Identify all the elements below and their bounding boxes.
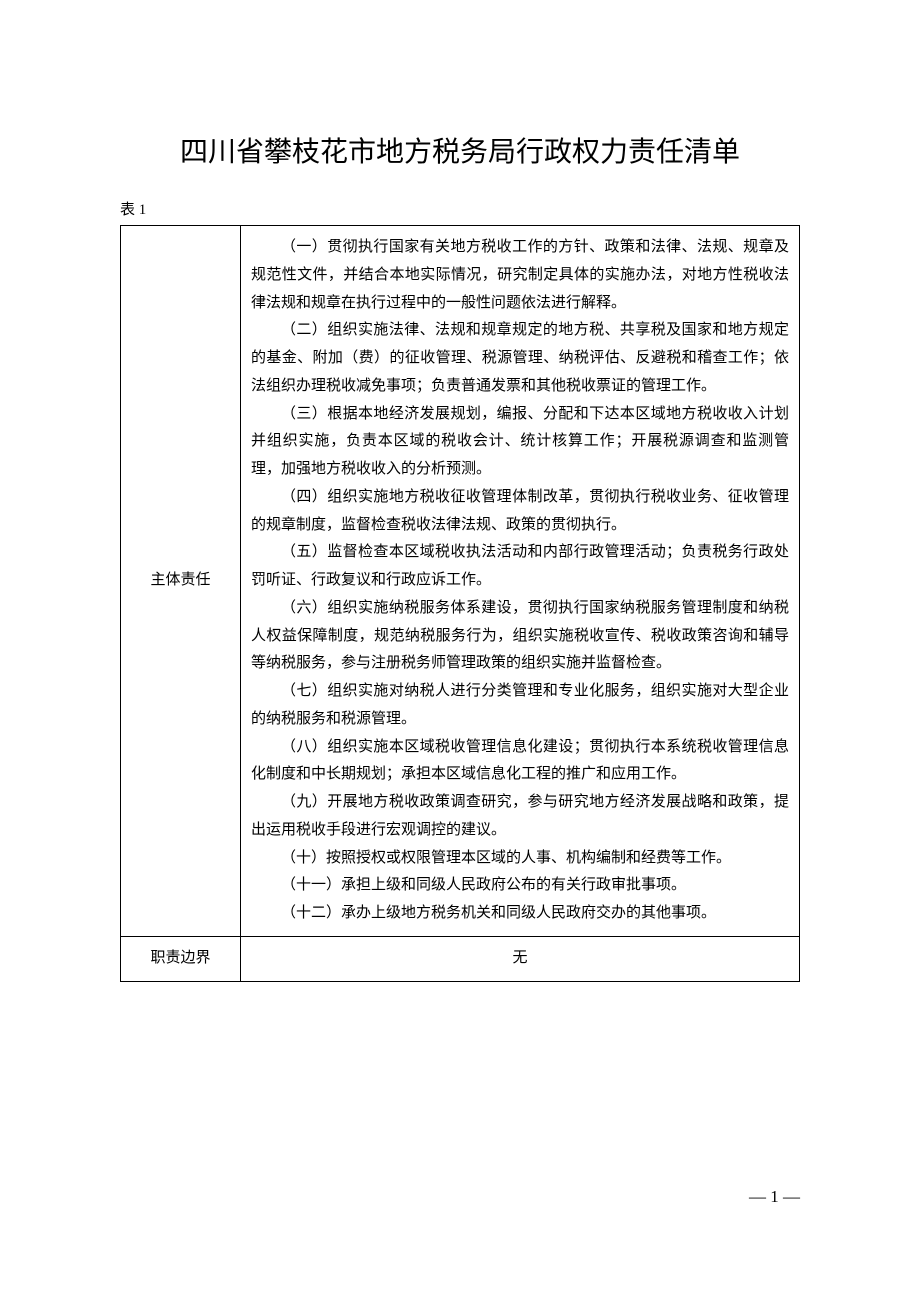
responsibility-item: （十一）承担上级和同级人民政府公布的有关行政审批事项。 <box>251 872 789 900</box>
responsibility-item: （十二）承办上级地方税务机关和同级人民政府交办的其他事项。 <box>251 900 789 928</box>
row-content-main-responsibility: （一）贯彻执行国家有关地方税收工作的方针、政策和法律、法规、规章及规范性文件，并… <box>241 226 800 937</box>
table-label: 表 1 <box>120 198 800 219</box>
responsibility-item: （三）根据本地经济发展规划，编报、分配和下达本区域地方税收收入计划并组织实施，负… <box>251 401 789 484</box>
page-number: — 1 — <box>749 1187 800 1207</box>
responsibility-item: （二）组织实施法律、法规和规章规定的地方税、共享税及国家和地方规定的基金、附加（… <box>251 317 789 400</box>
responsibility-item: （八）组织实施本区域税收管理信息化建设；贯彻执行本系统税收管理信息化制度和中长期… <box>251 734 789 790</box>
responsibility-item: （九）开展地方税收政策调查研究，参与研究地方经济发展战略和政策，提出运用税收手段… <box>251 789 789 845</box>
table-row: 主体责任 （一）贯彻执行国家有关地方税收工作的方针、政策和法律、法规、规章及规范… <box>121 226 800 937</box>
responsibility-item: （六）组织实施纳税服务体系建设，贯彻执行国家纳税服务管理制度和纳税人权益保障制度… <box>251 595 789 678</box>
document-title: 四川省攀枝花市地方税务局行政权力责任清单 <box>120 130 800 170</box>
table-row: 职责边界 无 <box>121 936 800 981</box>
responsibility-item: （十）按照授权或权限管理本区域的人事、机构编制和经费等工作。 <box>251 845 789 873</box>
responsibility-item: （五）监督检查本区域税收执法活动和内部行政管理活动；负责税务行政处罚听证、行政复… <box>251 539 789 595</box>
row-label-main-responsibility: 主体责任 <box>121 226 241 937</box>
responsibility-item: （一）贯彻执行国家有关地方税收工作的方针、政策和法律、法规、规章及规范性文件，并… <box>251 234 789 317</box>
responsibility-table: 主体责任 （一）贯彻执行国家有关地方税收工作的方针、政策和法律、法规、规章及规范… <box>120 225 800 982</box>
responsibility-item: （四）组织实施地方税收征收管理体制改革，贯彻执行税收业务、征收管理的规章制度，监… <box>251 484 789 540</box>
responsibility-item: （七）组织实施对纳税人进行分类管理和专业化服务，组织实施对大型企业的纳税服务和税… <box>251 678 789 734</box>
row-label-boundary: 职责边界 <box>121 936 241 981</box>
row-content-boundary: 无 <box>241 936 800 981</box>
